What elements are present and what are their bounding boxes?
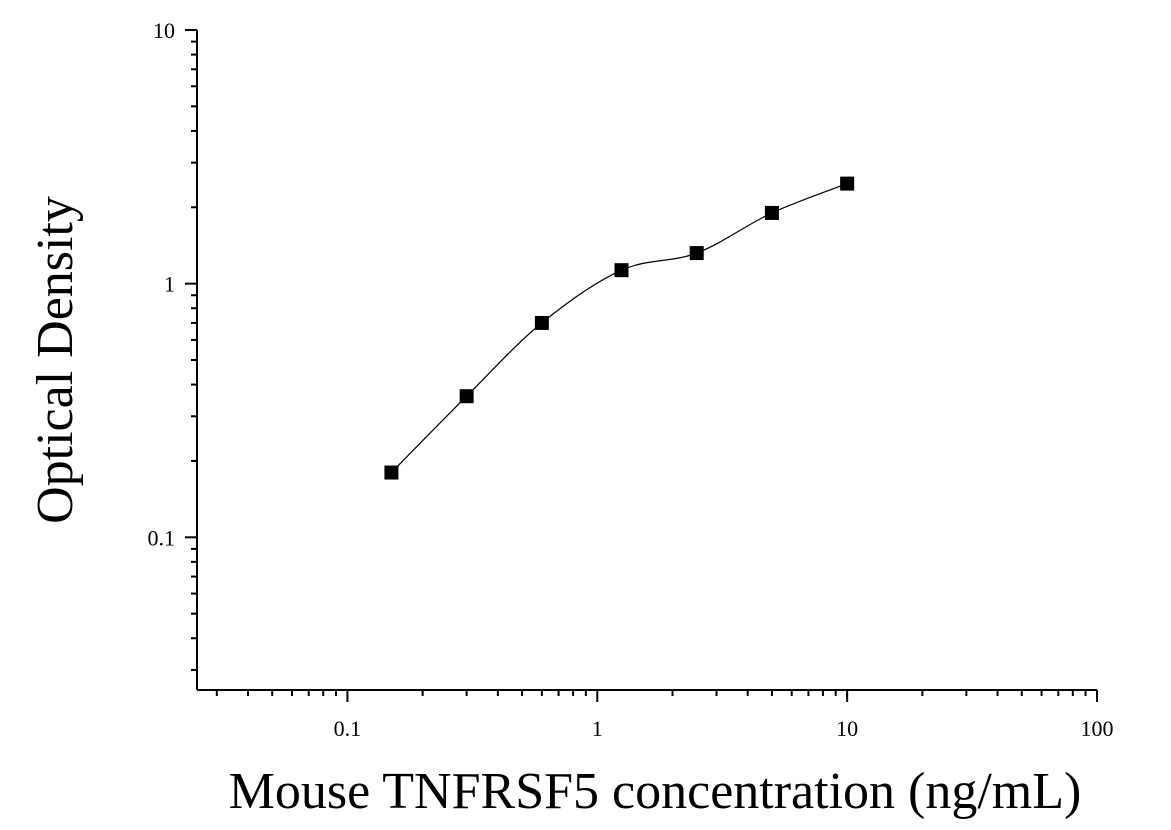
data-point	[614, 263, 629, 278]
data-point	[459, 389, 474, 404]
x-tick-label: 0.1	[334, 716, 362, 741]
y-tick-label: 0.1	[148, 525, 176, 550]
data-point	[689, 246, 704, 261]
x-tick-label: 100	[1081, 716, 1114, 741]
x-axis-title: Mouse TNFRSF5 concentration (ng/mL)	[229, 763, 1082, 820]
data-point	[384, 465, 399, 480]
y-tick-label: 1	[164, 272, 175, 297]
axes: 0.1 1 10 100 0.1 1 10	[148, 18, 1114, 741]
x-axis-ticks: 0.1 1 10 100	[215, 690, 1114, 741]
y-axis-ticks: 0.1 1 10	[148, 18, 197, 671]
x-tick-label: 10	[836, 716, 858, 741]
data-points	[384, 176, 855, 480]
data-point	[764, 205, 779, 220]
x-tick-label: 1	[592, 716, 603, 741]
data-point	[534, 315, 549, 330]
fit-curve	[390, 183, 848, 473]
data-point	[840, 176, 855, 191]
y-axis-title: Optical Density	[27, 196, 84, 524]
y-tick-label: 10	[153, 18, 175, 43]
